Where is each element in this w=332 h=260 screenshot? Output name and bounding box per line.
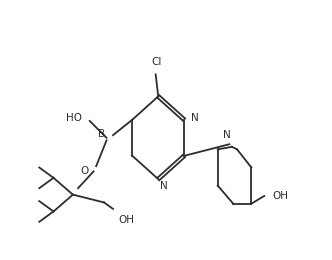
- Text: N: N: [191, 113, 198, 123]
- Text: O: O: [81, 166, 89, 176]
- Text: OH: OH: [272, 191, 288, 201]
- Text: N: N: [160, 181, 167, 191]
- Text: HO: HO: [66, 113, 82, 123]
- Text: N: N: [223, 130, 231, 140]
- Text: B: B: [98, 129, 105, 139]
- Text: OH: OH: [118, 215, 134, 225]
- Text: Cl: Cl: [152, 57, 162, 67]
